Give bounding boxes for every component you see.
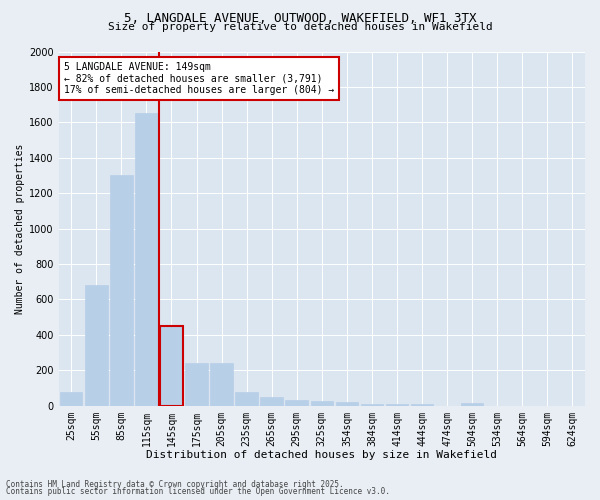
Bar	[361, 404, 383, 406]
Text: 5, LANGDALE AVENUE, OUTWOOD, WAKEFIELD, WF1 3TX: 5, LANGDALE AVENUE, OUTWOOD, WAKEFIELD, …	[124, 12, 476, 26]
Bar	[411, 404, 433, 406]
X-axis label: Distribution of detached houses by size in Wakefield: Distribution of detached houses by size …	[146, 450, 497, 460]
Bar	[386, 404, 408, 406]
Bar	[85, 286, 107, 406]
Bar	[461, 403, 484, 406]
Bar	[235, 392, 258, 406]
Bar	[286, 400, 308, 406]
Bar	[135, 114, 158, 406]
Bar	[185, 363, 208, 406]
Text: 5 LANGDALE AVENUE: 149sqm
← 82% of detached houses are smaller (3,791)
17% of se: 5 LANGDALE AVENUE: 149sqm ← 82% of detac…	[64, 62, 334, 96]
Bar	[110, 176, 133, 406]
Bar	[210, 363, 233, 406]
Bar	[335, 402, 358, 406]
Bar	[260, 397, 283, 406]
Text: Size of property relative to detached houses in Wakefield: Size of property relative to detached ho…	[107, 22, 493, 32]
Text: Contains HM Land Registry data © Crown copyright and database right 2025.: Contains HM Land Registry data © Crown c…	[6, 480, 344, 489]
Bar	[160, 326, 183, 406]
Bar	[60, 392, 82, 406]
Text: Contains public sector information licensed under the Open Government Licence v3: Contains public sector information licen…	[6, 487, 390, 496]
Bar	[311, 402, 333, 406]
Y-axis label: Number of detached properties: Number of detached properties	[15, 144, 25, 314]
